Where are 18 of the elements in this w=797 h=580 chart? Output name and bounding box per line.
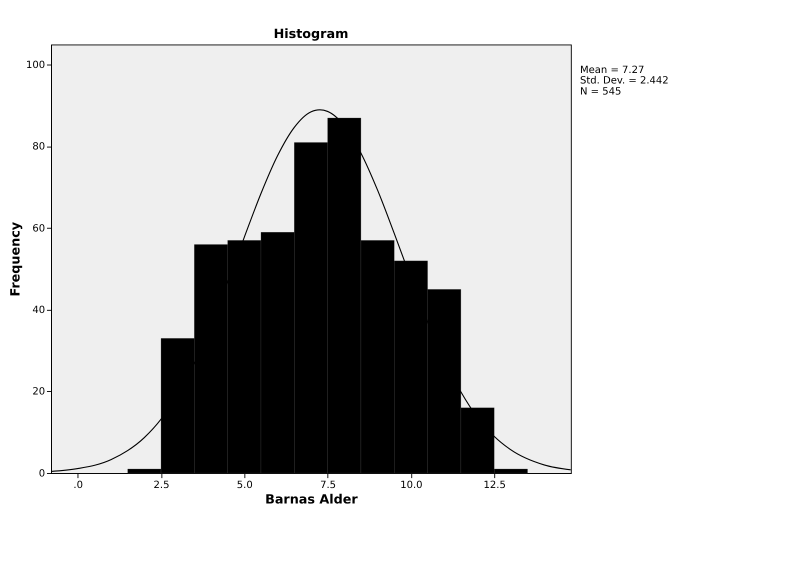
y-tick-label: 80 bbox=[32, 142, 46, 153]
y-tick-label: 100 bbox=[26, 60, 46, 72]
x-tick-label: 5.0 bbox=[236, 480, 253, 492]
x-tick-label: 7.5 bbox=[320, 480, 336, 492]
x-tick-label: 2.5 bbox=[154, 480, 170, 492]
x-tick-label: .0 bbox=[73, 480, 83, 492]
text: Mean = 7.27 bbox=[580, 64, 644, 76]
x-tick-label: 12.5 bbox=[484, 480, 506, 492]
text: Std. Dev. = 2.442 bbox=[580, 76, 669, 87]
x-tick-label: 10.0 bbox=[400, 480, 423, 492]
y-tick-label: 60 bbox=[32, 223, 46, 234]
chart-title: Histogram bbox=[274, 27, 348, 42]
x-axis-title: Barnas Alder bbox=[265, 492, 358, 508]
y-tick-label: 20 bbox=[32, 386, 46, 398]
y-tick-label: 0 bbox=[38, 468, 46, 480]
y-axis-title: Frequency bbox=[8, 221, 24, 297]
y-tick-label: 40 bbox=[32, 305, 46, 316]
text: N = 545 bbox=[580, 86, 622, 98]
